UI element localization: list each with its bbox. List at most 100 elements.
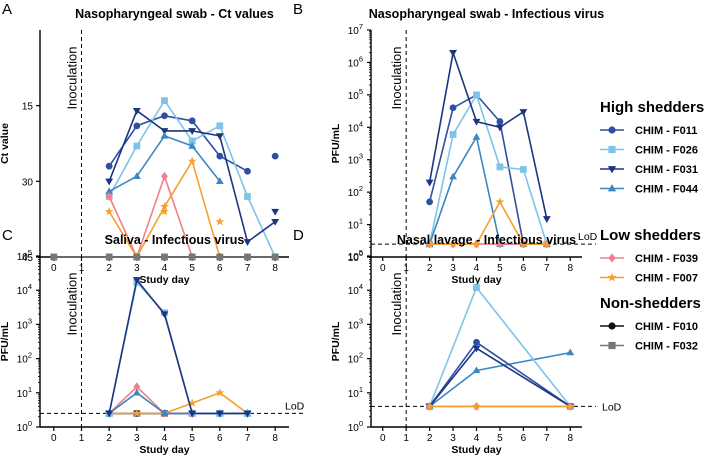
series-line bbox=[108, 279, 248, 415]
x-tick-label: 7 bbox=[245, 263, 251, 274]
data-point bbox=[271, 208, 280, 216]
series-f007 bbox=[425, 197, 552, 248]
y-tick-label: 101 bbox=[348, 385, 363, 400]
series-line bbox=[428, 51, 548, 220]
inoculation-label: Inoculation bbox=[65, 47, 80, 110]
data-point bbox=[565, 401, 575, 411]
x-tick-label: 6 bbox=[521, 263, 527, 274]
data-point bbox=[160, 131, 169, 139]
x-tick-label: 7 bbox=[245, 433, 251, 444]
data-point bbox=[105, 192, 113, 201]
data-point bbox=[472, 118, 481, 126]
data-point bbox=[449, 172, 457, 180]
data-point bbox=[132, 388, 141, 396]
series-line bbox=[108, 175, 193, 258]
data-point bbox=[244, 193, 251, 200]
data-point bbox=[133, 142, 141, 150]
x-tick-label: 6 bbox=[217, 263, 223, 274]
series-f026 bbox=[426, 284, 574, 410]
legend-group-title: High shedders bbox=[600, 99, 704, 116]
x-tick-label: 3 bbox=[450, 263, 456, 274]
data-point bbox=[132, 107, 141, 115]
y-tick-label: 104 bbox=[348, 119, 363, 134]
data-point bbox=[472, 345, 481, 353]
data-point bbox=[105, 162, 113, 170]
x-tick-label: 6 bbox=[217, 433, 223, 444]
x-tick-label: 1 bbox=[79, 433, 85, 444]
inoculation-label: Inoculation bbox=[65, 273, 80, 336]
y-tick-label: 30 bbox=[22, 177, 34, 188]
x-axis-title: Study day bbox=[451, 444, 501, 456]
x-tick-label: 8 bbox=[567, 263, 573, 274]
x-tick-label: 8 bbox=[567, 433, 573, 444]
data-point bbox=[473, 91, 480, 99]
data-point bbox=[161, 253, 168, 261]
data-point bbox=[496, 118, 504, 125]
x-tick-label: 1 bbox=[403, 263, 409, 274]
data-point bbox=[188, 253, 196, 261]
legend-label: CHIM - F044 bbox=[635, 184, 699, 196]
y-tick-label: 107 bbox=[348, 22, 363, 37]
data-point bbox=[161, 112, 168, 120]
data-point bbox=[472, 132, 481, 140]
panel-title: Nasopharyngeal swab - Ct values bbox=[75, 7, 274, 21]
x-tick-label: 4 bbox=[162, 433, 168, 444]
x-tick-label: 7 bbox=[544, 433, 550, 444]
data-point bbox=[449, 49, 457, 57]
data-point bbox=[132, 277, 141, 284]
series-f044 bbox=[105, 131, 224, 195]
data-point bbox=[472, 401, 481, 411]
legend-marker bbox=[608, 145, 616, 154]
y-axis-title: Ct value bbox=[0, 123, 11, 164]
data-point bbox=[566, 348, 575, 356]
data-point bbox=[188, 410, 197, 418]
panel-letter: A bbox=[2, 1, 12, 18]
series-f011 bbox=[105, 112, 279, 175]
x-tick-label: 8 bbox=[272, 433, 278, 444]
data-point bbox=[105, 187, 114, 195]
lod-label: LoD bbox=[285, 400, 305, 412]
y-tick-label: 102 bbox=[348, 184, 363, 199]
panel-letter: C bbox=[2, 227, 13, 244]
legend-label: CHIM - F007 bbox=[635, 273, 698, 285]
legend-marker bbox=[608, 341, 616, 350]
x-tick-label: 4 bbox=[474, 433, 480, 444]
y-tick-label: 105 bbox=[348, 248, 363, 263]
data-point bbox=[161, 171, 168, 181]
data-point bbox=[473, 284, 480, 291]
series-line bbox=[428, 286, 571, 407]
data-point bbox=[473, 338, 480, 346]
legend-label: CHIM - F039 bbox=[635, 253, 698, 265]
data-point bbox=[215, 133, 224, 141]
data-point bbox=[243, 410, 252, 418]
y-tick-label: 105 bbox=[348, 87, 363, 102]
data-point bbox=[449, 104, 457, 112]
panel-title: Saliva - Infectious virus bbox=[105, 233, 245, 247]
x-axis-title: Study day bbox=[139, 444, 189, 456]
data-point bbox=[519, 239, 528, 248]
data-point bbox=[188, 137, 196, 145]
x-tick-label: 0 bbox=[51, 433, 57, 444]
series-f031 bbox=[105, 277, 252, 418]
x-tick-label: 3 bbox=[134, 263, 140, 274]
panel-title: Nasal lavage - Infectious virus bbox=[397, 233, 576, 247]
data-point bbox=[495, 197, 505, 206]
y-tick-label: 106 bbox=[348, 54, 363, 69]
legend-label: CHIM - F010 bbox=[635, 321, 698, 333]
x-axis-title: Study day bbox=[139, 274, 189, 286]
data-point bbox=[425, 401, 434, 411]
series-f031 bbox=[105, 107, 280, 246]
data-point bbox=[132, 408, 142, 418]
y-tick-label: 100 bbox=[17, 419, 32, 434]
legend-group-title: Low shedders bbox=[600, 227, 701, 244]
series-line bbox=[108, 115, 248, 172]
data-point bbox=[104, 207, 114, 216]
y-tick-label: 101 bbox=[17, 385, 32, 400]
data-point bbox=[244, 253, 251, 261]
x-tick-label: 1 bbox=[79, 263, 85, 274]
data-point bbox=[215, 217, 225, 226]
data-point bbox=[161, 97, 168, 105]
data-point bbox=[215, 177, 224, 185]
